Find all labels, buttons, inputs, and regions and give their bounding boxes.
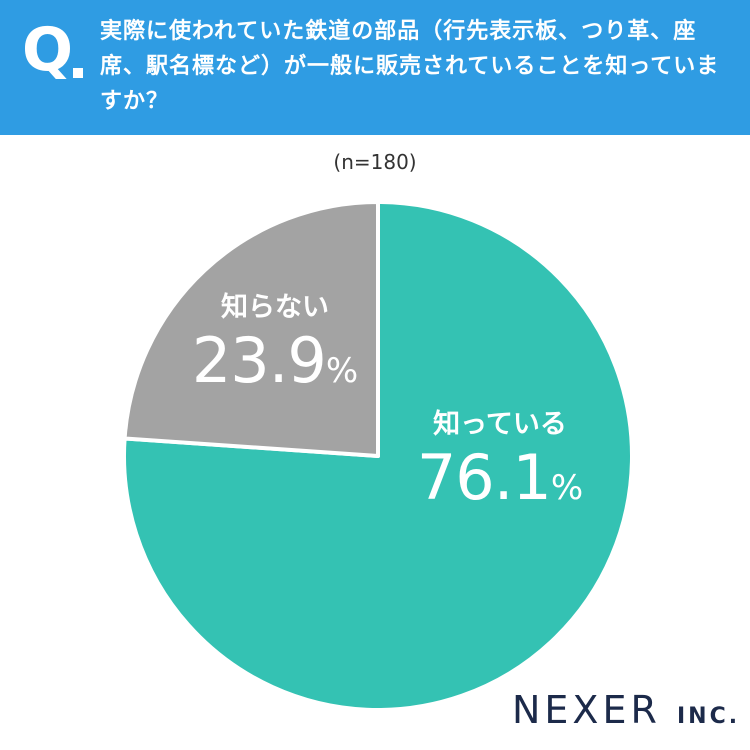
slice-unit-unaware: %	[325, 351, 359, 391]
slice-name-unaware: 知らない	[221, 292, 329, 323]
logo-main: NEXER	[512, 688, 661, 732]
slice-label-aware: 知っている 76.1%	[385, 402, 615, 514]
logo-suffix: INC.	[676, 704, 741, 729]
slice-label-unaware: 知らない 23.9%	[160, 285, 390, 397]
slice-value-aware: 76.1	[416, 441, 552, 514]
pie-slice-unaware	[122, 200, 380, 458]
q-mark: Q	[22, 15, 74, 85]
question-header: Q 実際に使われていた鉄道の部品（行先表示板、つり革、座席、駅名標など）が一般に…	[0, 0, 750, 135]
slice-value-unaware: 23.9	[191, 324, 327, 397]
q-dot	[73, 68, 83, 78]
slice-unit-aware: %	[550, 468, 584, 508]
question-text: 実際に使われていた鉄道の部品（行先表示板、つり革、座席、駅名標など）が一般に販売…	[100, 19, 720, 114]
slice-name-aware: 知っている	[433, 409, 567, 440]
sample-size: (n=180)	[333, 150, 417, 174]
nexer-logo: NEXER INC.	[512, 688, 740, 732]
